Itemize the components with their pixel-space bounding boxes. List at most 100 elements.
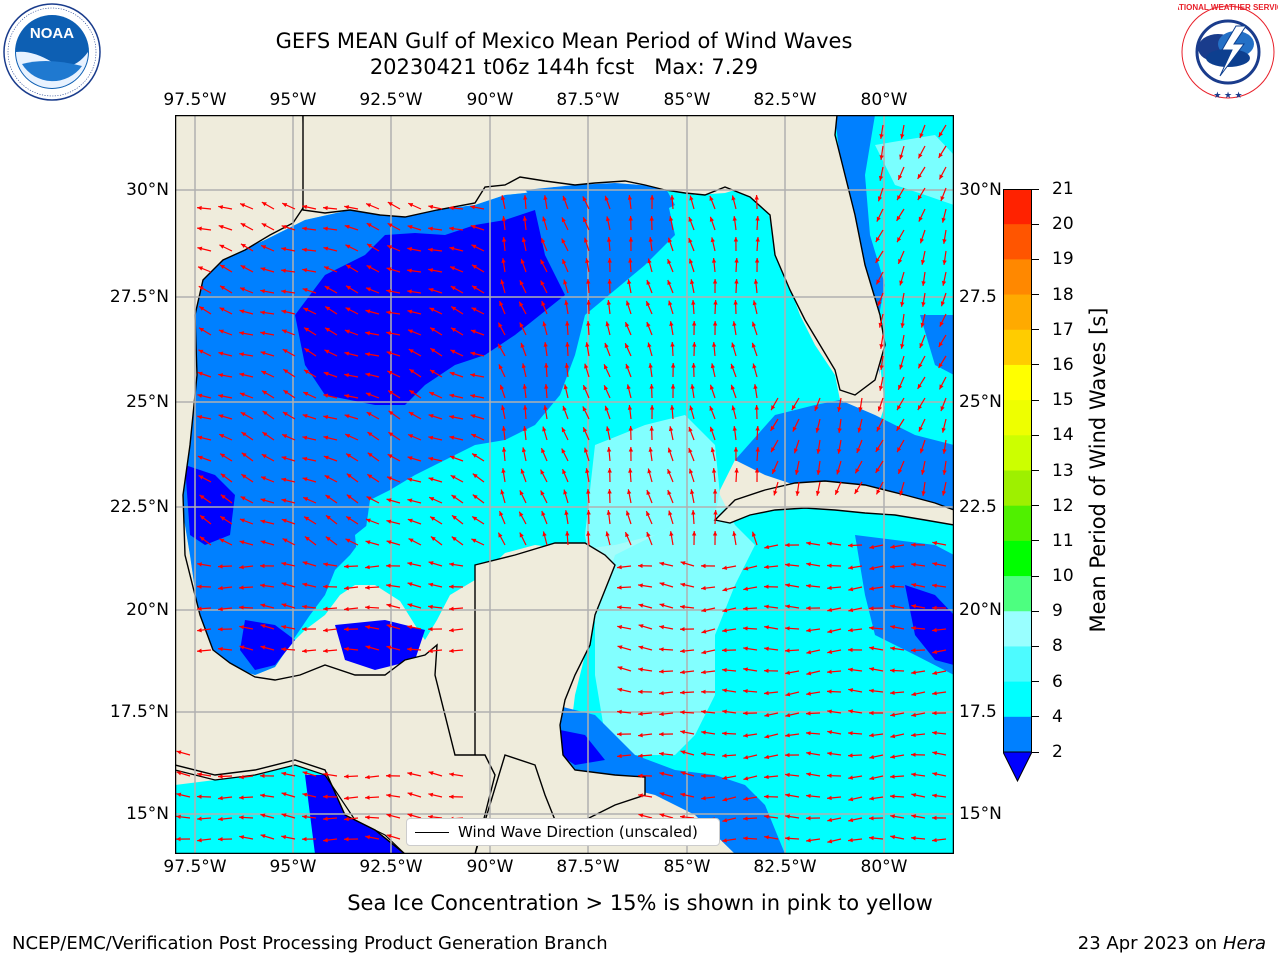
wind-arrow — [520, 342, 527, 357]
wind-arrow — [889, 668, 905, 673]
wind-arrow — [564, 510, 569, 525]
wind-arrow — [386, 267, 401, 273]
wind-arrow — [896, 397, 905, 411]
wind-arrow — [199, 514, 212, 525]
wind-arrow — [743, 775, 758, 781]
wind-arrow — [826, 689, 842, 694]
wind-arrow — [303, 347, 317, 357]
wind-arrow — [304, 536, 317, 546]
wind-arrow — [689, 195, 695, 210]
wind-arrow — [889, 584, 905, 589]
wind-arrow — [900, 124, 905, 139]
wind-arrow — [367, 452, 380, 462]
wind-arrow — [670, 362, 676, 378]
wind-arrow — [343, 627, 359, 632]
wind-arrow — [680, 561, 695, 567]
wind-arrow — [770, 439, 779, 453]
wind-arrow — [429, 327, 443, 336]
wind-arrow — [218, 414, 233, 420]
wind-arrow — [176, 771, 191, 777]
wind-arrow — [301, 836, 317, 842]
wind-arrow — [628, 215, 633, 231]
wind-arrow — [450, 474, 464, 483]
wind-arrow — [743, 754, 758, 760]
wind-arrow — [649, 425, 654, 441]
wind-arrow — [649, 194, 655, 210]
wind-arrow — [471, 433, 485, 441]
wind-arrow — [407, 792, 422, 798]
wind-arrow — [848, 607, 863, 613]
wind-arrow — [794, 460, 800, 475]
wind-arrow — [941, 271, 947, 286]
wind-arrow — [198, 285, 212, 294]
colorbar-tick-mark — [1032, 329, 1039, 331]
wind-arrow — [931, 605, 947, 611]
wind-arrow — [900, 292, 905, 307]
wind-arrow — [427, 626, 443, 632]
wind-arrow — [875, 271, 884, 285]
wind-arrow — [540, 447, 548, 462]
chart-subtitle: 20230421 t06z 144h fcst Max: 7.29 — [369, 55, 759, 79]
wind-arrow — [387, 453, 401, 462]
wind-arrow — [900, 313, 905, 328]
wind-arrow — [586, 488, 591, 504]
wind-arrow — [785, 772, 800, 778]
wind-arrow — [877, 397, 884, 412]
wind-arrow — [869, 733, 884, 738]
wind-arrow — [710, 447, 716, 462]
wind-arrow — [921, 271, 926, 286]
wind-arrow — [220, 494, 233, 504]
wind-arrow — [701, 669, 716, 675]
wind-arrow — [942, 460, 947, 475]
wind-arrow — [878, 376, 884, 391]
wind-arrow — [806, 562, 821, 567]
wind-arrow — [751, 342, 758, 357]
wind-arrow — [899, 481, 905, 496]
wind-arrow — [238, 605, 254, 610]
wind-arrow — [386, 476, 401, 483]
wind-arrow — [345, 244, 359, 252]
chart-title: GEFS MEAN Gulf of Mexico Mean Period of … — [275, 29, 853, 53]
wind-arrow — [806, 670, 821, 676]
wind-arrow — [604, 405, 611, 420]
wind-arrow — [542, 321, 548, 336]
wind-arrow — [239, 392, 254, 399]
wind-arrow — [345, 453, 359, 462]
wind-arrow — [365, 645, 380, 651]
wind-arrow — [407, 329, 422, 336]
wind-arrow — [586, 509, 591, 525]
wind-arrow — [604, 342, 611, 357]
colorbar-segment — [1003, 576, 1032, 612]
wind-arrow — [649, 404, 655, 420]
wind-arrow — [239, 564, 254, 570]
wind-arrow — [848, 627, 863, 633]
wind-arrow — [755, 236, 760, 252]
wind-arrow — [500, 279, 506, 294]
wind-arrow — [583, 447, 590, 462]
wind-arrow — [773, 481, 779, 496]
wind-arrow — [407, 202, 422, 210]
wind-arrow — [617, 564, 632, 570]
wind-arrow — [732, 216, 737, 231]
wind-arrow — [344, 393, 359, 399]
wind-arrow — [646, 321, 653, 336]
wind-arrow — [753, 384, 758, 399]
lon-label-top: 80°W — [860, 90, 908, 110]
wind-arrow — [260, 813, 275, 819]
wind-arrow — [710, 237, 716, 252]
wind-arrow — [869, 646, 884, 651]
wind-arrow — [836, 460, 842, 475]
wind-arrow — [890, 624, 905, 630]
colorbar-tick-mark — [1032, 223, 1039, 225]
wind-arrow — [561, 258, 569, 273]
colorbar-segment — [1003, 470, 1032, 507]
wind-arrow — [734, 278, 739, 294]
wind-arrow — [346, 473, 359, 483]
wind-arrow — [659, 711, 674, 717]
wind-arrow — [869, 796, 884, 801]
wind-arrow — [917, 145, 926, 159]
wind-arrow — [450, 305, 464, 315]
wind-arrow — [565, 530, 570, 546]
wind-arrow — [471, 244, 485, 252]
wind-arrow — [521, 237, 527, 252]
